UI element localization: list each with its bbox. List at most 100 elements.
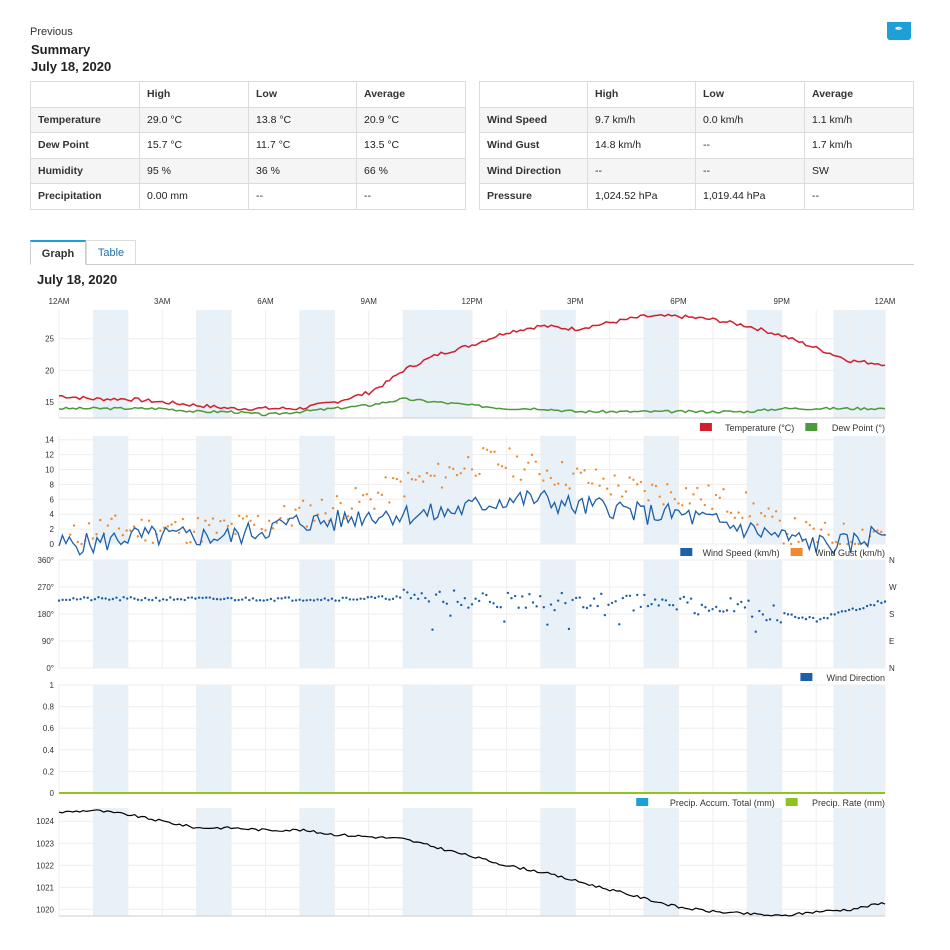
wind-gust-point	[264, 529, 267, 532]
wind-gust-point	[609, 493, 613, 496]
wind-direction-point	[729, 597, 732, 600]
wind-direction-point	[370, 595, 373, 599]
x-tick-label: 6AM	[257, 297, 274, 306]
wind-direction-point	[93, 597, 97, 601]
y-tick-label-pressure: 1020	[36, 905, 54, 914]
wind-direction-point	[129, 596, 133, 599]
wind-gust-point	[827, 533, 830, 536]
wind-gust-point	[669, 491, 673, 494]
x-tick-label: 3AM	[154, 297, 171, 306]
wind-gust-point	[812, 527, 815, 530]
wind-direction-point	[255, 599, 258, 602]
wind-gust-point	[804, 520, 808, 524]
hour-band	[644, 436, 679, 544]
wind-direction-point	[574, 596, 578, 600]
wind-gust-point	[684, 487, 688, 490]
edit-button[interactable]: ✒	[887, 22, 911, 40]
wind-direction-point	[603, 613, 607, 617]
y-tick-label-precip: 0.6	[43, 724, 55, 733]
wind-gust-point	[774, 510, 778, 513]
wind-direction-point	[840, 610, 844, 613]
wind-gust-point	[538, 472, 541, 476]
wind-direction-point	[398, 596, 402, 599]
wind-direction-point	[582, 606, 585, 609]
wind-direction-point	[571, 598, 574, 602]
hour-band	[540, 685, 576, 793]
wind-direction-point	[316, 598, 319, 601]
wind-gust-point	[365, 493, 369, 496]
hour-band	[833, 436, 885, 544]
hour-band	[93, 685, 128, 793]
wind-gust-point	[560, 460, 564, 464]
wind-direction-point	[467, 606, 470, 609]
wind-direction-point	[409, 596, 413, 600]
previous-link[interactable]: Previous	[30, 26, 73, 38]
wind-gust-point	[602, 477, 605, 480]
wind-gust-point	[647, 499, 650, 502]
wind-direction-point	[438, 590, 441, 594]
legend-label: Precip. Rate (mm)	[812, 798, 885, 808]
wind-gust-point	[598, 484, 601, 487]
wind-direction-point	[794, 615, 797, 619]
table-row: Pressure 1,024.52 hPa 1,019.44 hPa --	[479, 183, 914, 210]
hour-band	[299, 310, 335, 418]
wind-gust-point	[403, 495, 406, 498]
wind-gust-point	[493, 450, 496, 453]
wind-direction-point	[657, 604, 660, 607]
hour-band	[644, 808, 679, 916]
wind-direction-point	[513, 594, 517, 598]
wind-direction-point	[431, 628, 434, 631]
wind-direction-point	[388, 598, 391, 601]
wind-gust-point	[106, 524, 110, 527]
y-tick-label-compass: N	[889, 556, 895, 565]
wind-gust-point	[305, 525, 308, 528]
y-tick-label-temp: 15	[45, 398, 54, 407]
wind-gust-point	[605, 487, 609, 490]
tab-table[interactable]: Table	[86, 240, 136, 264]
wind-direction-point	[276, 597, 280, 600]
summary-date: July 18, 2020	[31, 59, 112, 74]
wind-direction-point	[179, 598, 183, 601]
wind-gust-point	[211, 517, 215, 520]
wind-direction-point	[682, 595, 686, 599]
table-row: Precipitation 0.00 mm -- --	[30, 183, 466, 210]
wind-gust-point	[549, 476, 553, 480]
wind-gust-point	[196, 516, 200, 520]
wind-direction-point	[230, 596, 233, 600]
wind-gust-point	[707, 484, 710, 487]
wind-direction-point	[664, 599, 668, 602]
wind-direction-point	[801, 616, 804, 619]
wind-direction-point	[589, 604, 592, 607]
wind-gust-point	[95, 533, 98, 536]
wind-direction-point	[165, 598, 168, 602]
wind-gust-point	[406, 471, 410, 475]
tab-graph[interactable]: Graph	[30, 240, 86, 265]
row-label: Pressure	[479, 183, 588, 210]
wind-direction-point	[269, 597, 273, 601]
wind-gust-point	[241, 517, 245, 520]
wind-gust-point	[819, 528, 823, 531]
wind-gust-point	[545, 469, 549, 472]
wind-direction-point	[822, 616, 826, 620]
wind-direction-point	[90, 599, 93, 602]
wind-direction-point	[140, 598, 143, 602]
hour-band	[833, 808, 885, 916]
wind-gust-point	[726, 510, 729, 513]
wind-direction-point	[381, 595, 384, 598]
wind-direction-point	[413, 593, 416, 597]
row-label: Dew Point	[30, 132, 140, 159]
hour-band	[196, 808, 232, 916]
wind-gust-point	[831, 541, 834, 544]
wind-direction-point	[772, 604, 775, 607]
wind-direction-point	[309, 598, 312, 602]
wind-gust-point	[620, 495, 624, 498]
wind-direction-point	[492, 602, 495, 605]
wind-direction-point	[689, 597, 693, 600]
wind-direction-point	[880, 601, 883, 605]
wind-gust-point	[823, 521, 827, 524]
wind-direction-point	[481, 592, 484, 595]
cell-low: 36 %	[248, 157, 357, 184]
wind-direction-point	[865, 604, 869, 608]
hour-band	[747, 685, 782, 793]
wind-direction-point	[244, 596, 247, 599]
